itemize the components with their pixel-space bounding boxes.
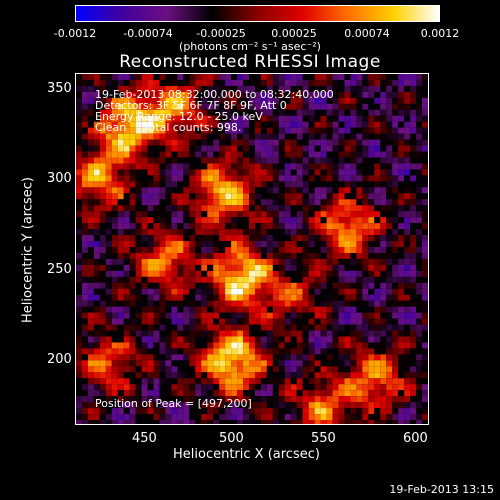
colorbar-tick-label: -0.0012 bbox=[53, 27, 97, 40]
annotation-method-counts: Clean Total counts: 998. bbox=[95, 121, 242, 134]
annotation-peak-position: Position of Peak = [497,200] bbox=[95, 397, 252, 410]
colorbar-tick-label: 0.00074 bbox=[344, 27, 390, 40]
colorbar-tick-label: 0.00025 bbox=[271, 27, 317, 40]
colorbar-tick-label: -0.00074 bbox=[123, 27, 173, 40]
x-tick-label: 550 bbox=[311, 431, 336, 446]
x-tick-label: 500 bbox=[219, 431, 244, 446]
plot-title: Reconstructed RHESSI Image bbox=[119, 52, 381, 72]
y-axis-label: Heliocentric Y (arcsec) bbox=[20, 177, 36, 323]
colorbar-tick-label: -0.00025 bbox=[196, 27, 246, 40]
x-tick-label: 450 bbox=[132, 431, 157, 446]
colorbar-unit-label: (photons cm⁻² s⁻¹ asec⁻²) bbox=[179, 40, 321, 53]
annotation-energy-range: Energy Range: 12.0 - 25.0 keV bbox=[95, 110, 263, 123]
x-axis-label: Heliocentric X (arcsec) bbox=[173, 447, 320, 462]
heatmap-image bbox=[76, 74, 428, 424]
y-tick-label: 250 bbox=[47, 262, 72, 277]
timestamp: 19-Feb-2013 13:15 bbox=[389, 483, 494, 496]
x-tick-label: 600 bbox=[403, 431, 428, 446]
annotation-detectors: Detectors: 3F 5F 6F 7F 8F 9F, Att 0 bbox=[95, 99, 287, 112]
colorbar bbox=[75, 5, 440, 22]
y-tick-label: 300 bbox=[47, 171, 72, 186]
y-tick-label: 200 bbox=[47, 352, 72, 367]
y-tick-label: 350 bbox=[47, 81, 72, 96]
annotation-time-range: 19-Feb-2013 08:32:00.000 to 08:32:40.000 bbox=[95, 88, 334, 101]
image-plot-area[interactable] bbox=[75, 73, 429, 425]
colorbar-tick-label: 0.0012 bbox=[420, 27, 460, 40]
